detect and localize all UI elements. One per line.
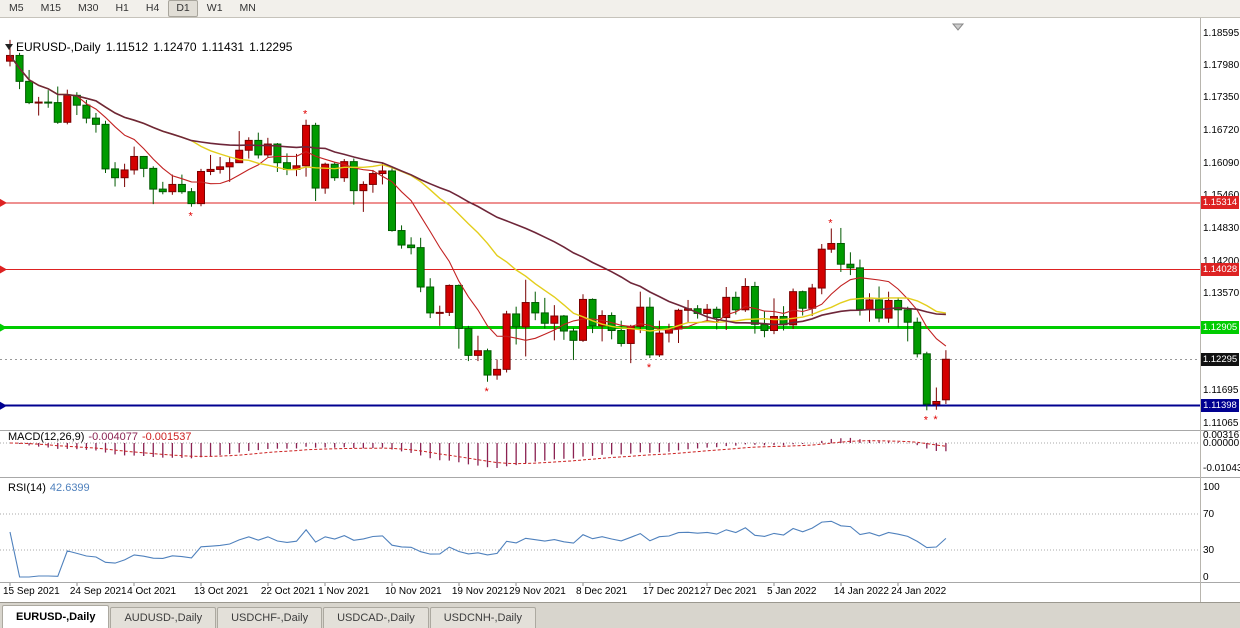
timeframe-button-h4[interactable]: H4	[145, 2, 160, 14]
chart-symbol-title: EURUSD-,Daily	[16, 40, 101, 54]
rsi-line	[9, 520, 947, 578]
ohlc-high: 1.12470	[153, 40, 197, 54]
macd-histogram	[18, 437, 947, 468]
tab-usdcnh-daily[interactable]: USDCNH-,Daily	[429, 607, 536, 628]
current-price-badge: 1.12295	[1201, 352, 1239, 366]
macd-value: -0.004077	[88, 431, 138, 443]
svg-text:*: *	[933, 414, 938, 426]
moving-average-line-20	[9, 55, 947, 332]
rsi-axis-label: 0	[1203, 572, 1209, 583]
rsi-axis-label: 100	[1203, 482, 1220, 493]
macd-axis-label: -0.01043	[1203, 463, 1240, 475]
ohlc-header: EURUSD-,Daily 1.11512 1.12470 1.11431 1.1229…	[16, 40, 297, 54]
svg-text:*: *	[303, 109, 308, 121]
price-axis-label: 1.14200	[1203, 255, 1240, 267]
macd-axis-label: 0.00000	[1203, 438, 1240, 449]
price-axis-label: 1.18595	[1203, 27, 1240, 39]
date-axis-label: 24 Sep 2021	[69, 586, 127, 597]
price-axis-label: 1.13570	[1203, 288, 1240, 300]
support-blue-price-badge: 1.11398	[1201, 399, 1239, 413]
date-axis-label: 13 Oct 2021	[194, 586, 249, 597]
date-axis-label: 5 Jan 2022	[767, 586, 817, 597]
price-axis-label: 1.14830	[1203, 222, 1240, 234]
svg-text:*: *	[828, 217, 833, 229]
timeframe-button-d1[interactable]: D1	[168, 0, 198, 17]
timeframe-toolbar: M5 M15 M30 H1 H4 D1 W1 MN	[0, 0, 1240, 18]
date-axis-label: 14 Jan 2022	[833, 586, 889, 597]
date-axis-label: 4 Oct 2021	[127, 586, 177, 597]
date-axis-label: 15 Sep 2021	[3, 586, 60, 597]
timeframe-button-m15[interactable]: M15	[40, 2, 62, 14]
timeframe-button-w1[interactable]: W1	[206, 2, 223, 14]
date-axis-label: 17 Dec 2021	[642, 586, 700, 597]
rsi-name: RSI(14)	[8, 482, 46, 494]
macd-signal-line	[9, 440, 946, 465]
date-axis-label: 10 Nov 2021	[385, 586, 442, 597]
support-green-left-marker	[0, 323, 7, 332]
svg-text:*: *	[485, 386, 490, 398]
timeframe-button-h1[interactable]: H1	[115, 2, 129, 14]
symbol-dropdown-icon[interactable]	[5, 44, 13, 50]
svg-text:*: *	[924, 414, 929, 426]
timeframe-button-mn[interactable]: MN	[239, 2, 256, 14]
tab-usdchf-daily[interactable]: USDCHF-,Daily	[217, 607, 323, 628]
symbol-tab-bar: EURUSD-,Daily AUDUSD-,Daily USDCHF-,Daily U…	[0, 602, 1240, 628]
tab-eurusd-daily[interactable]: EURUSD-,Daily	[2, 605, 110, 628]
resistance-lower-left-marker	[0, 265, 7, 274]
date-axis-label: 27 Dec 2021	[700, 586, 757, 597]
support-green-price-badge: 1.12905	[1201, 321, 1239, 335]
timeframe-button-m5[interactable]: M5	[9, 2, 24, 14]
date-axis-label: 24 Jan 2022	[891, 586, 947, 597]
date-axis-label: 22 Oct 2021	[260, 586, 316, 597]
rsi-axis-label: 30	[1203, 545, 1215, 556]
resistance-lower-price-badge: 1.14028	[1201, 262, 1239, 276]
timeframe-button-m30[interactable]: M30	[78, 2, 99, 14]
candlesticks	[6, 39, 950, 411]
macd-indicator-label: MACD(12,26,9) -0.004077 -0.001537	[8, 431, 196, 443]
macd-name: MACD(12,26,9)	[8, 431, 85, 443]
price-axis-label: 1.17350	[1203, 92, 1240, 104]
date-axis-label: 19 Nov 2021	[451, 586, 509, 597]
macd-axis-label: 0.00316	[1203, 430, 1240, 442]
tab-usdcad-daily[interactable]: USDCAD-,Daily	[323, 607, 429, 628]
rsi-axis-label: 70	[1203, 509, 1215, 520]
price-axis-label: 1.16720	[1203, 125, 1240, 137]
date-axis-label: 29 Nov 2021	[509, 586, 566, 597]
moving-average-line-34	[9, 55, 946, 326]
macd-signal-value: -0.001537	[141, 431, 192, 443]
price-axis-label: 1.15460	[1203, 190, 1239, 201]
chart-shift-marker-icon[interactable]	[951, 23, 965, 31]
price-axis-label: 1.16090	[1203, 157, 1240, 169]
rsi-indicator-label: RSI(14) 42.6399	[8, 482, 94, 494]
rsi-value: 42.6399	[49, 482, 90, 494]
svg-text:*: *	[188, 211, 193, 223]
support-blue-left-marker	[0, 401, 7, 410]
ohlc-low: 1.11431	[201, 40, 245, 54]
tab-audusd-daily[interactable]: AUDUSD-,Daily	[110, 607, 217, 628]
svg-text:*: *	[647, 362, 652, 374]
resistance-upper-left-marker	[0, 198, 7, 207]
ohlc-open: 1.11512	[105, 40, 149, 54]
price-axis-label: 1.11065	[1203, 417, 1239, 429]
moving-average-line-8	[9, 55, 947, 347]
price-axis-label: 1.17980	[1203, 59, 1240, 71]
date-axis-label: 1 Nov 2021	[318, 586, 370, 597]
ohlc-close: 1.12295	[249, 40, 293, 54]
fractal-markers: * * * * * * *	[188, 109, 938, 427]
date-axis-label: 8 Dec 2021	[576, 586, 628, 597]
price-axis-label: 1.11695	[1203, 385, 1239, 397]
resistance-upper-price-badge: 1.15314	[1201, 196, 1239, 210]
